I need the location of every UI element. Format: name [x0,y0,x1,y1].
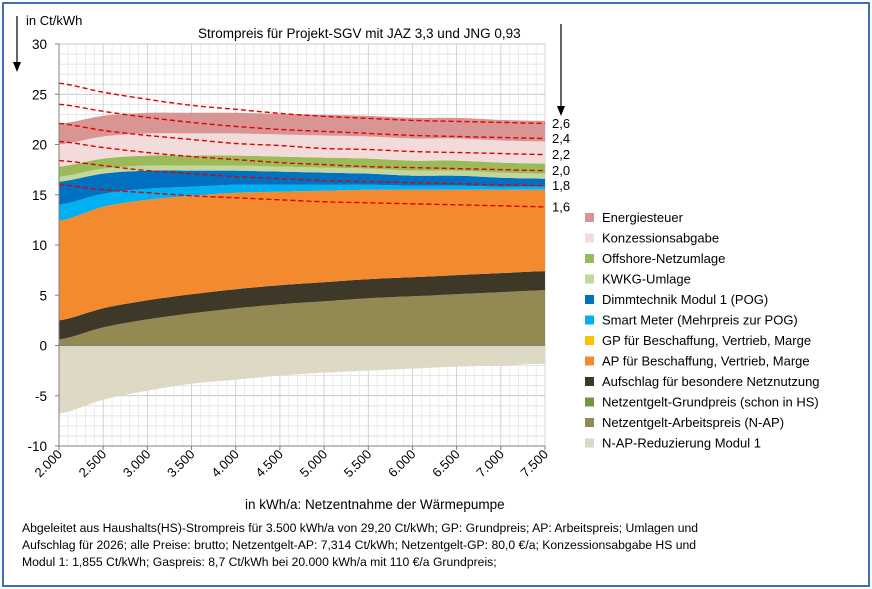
reference-line [58,140,545,172]
legend-swatch [585,233,594,243]
chart: 2,62,42,22,01,81,6 302520151050-5-102.00… [13,13,820,512]
area-kwkg-umlage [59,165,545,182]
legend-swatch [585,377,594,386]
x-tick-label: 7.000 [473,447,507,481]
legend-entry: Energiesteuer [602,210,684,225]
x-tick-label: 6.500 [429,447,463,481]
reference-lines: 2,62,42,22,01,8 1,6 [58,82,570,214]
reference-label: 1,6 [552,199,570,214]
legend-swatch [585,274,594,284]
y-axis-label: in Ct/kWh [26,13,82,28]
area-aufschlag-f-r-besondere-netznutzung [59,271,545,340]
footnote-line-3: Modul 1: 1,855 Ct/kWh; Gaspreis: 8,7 Ct/… [22,555,497,569]
chart-title: Strompreis für Projekt-SGV mit JAZ 3,3 u… [198,26,521,41]
area-smart-meter-mehrpreis-zur-pog- [59,184,545,221]
x-tick-label: 2.500 [76,447,110,481]
legend-entry: Netzentgelt-Arbeitspreis (N-AP) [602,415,784,430]
legend-entry: Konzessionsabgabe [602,231,719,246]
legend-entry: KWKG-Umlage [602,272,691,287]
area-dimmtechnik-modul-1-pog- [59,170,545,205]
y-tick-label: 15 [32,188,47,203]
legend-swatch [585,254,594,263]
x-tick-label: 3.500 [164,447,198,481]
reference-label: 1,8 [552,178,570,193]
reference-line [58,184,545,208]
reference-label: 2,2 [552,147,570,162]
legend-swatch [585,438,594,448]
legend: Energiesteuer Konzessionsabgabe Offshore-N… [585,210,820,451]
legend-entry: Offshore-Netzumlage [602,251,725,266]
x-tick-label: 4.500 [252,447,286,481]
footnote: Abgeleitet aus Haushalts(HS)-Strompreis … [22,520,862,571]
x-tick-label: 5.000 [297,447,331,481]
legend-swatch [585,213,594,222]
y-tick-label: 10 [32,238,47,253]
x-axis-label: in kWh/a: Netzentnahme der Wärmepumpe [245,497,505,512]
footnote-line-1: Abgeleitet aus Haushalts(HS)-Strompreis … [22,521,699,535]
area-konzessionsabgabe [59,133,545,167]
footnote-line-2: Aufschlag für 2026; alle Preise: brutto;… [22,538,697,552]
x-tick-label: 3.000 [120,447,154,481]
area-n-ap-reduzierung-modul-1 [59,345,545,414]
legend-swatch [585,315,594,325]
legend-entry: Smart Meter (Mehrpreis zur POG) [602,313,798,328]
x-tick-label: 6.000 [385,447,419,481]
y-tick-label: -5 [35,389,47,404]
y-axis-arrow [13,16,21,72]
reference-label: 2,0 [552,163,570,178]
area-ap-f-r-beschaffung-vertrieb-marge [59,189,545,321]
x-tick-label: 4.000 [208,447,242,481]
reference-arrow [557,24,565,116]
y-tick-label: -10 [27,439,47,454]
reference-label: 2,6 [552,116,570,131]
reference-line [58,82,546,125]
legend-swatch [585,295,594,304]
legend-swatch [585,336,594,345]
legend-swatch [585,356,594,366]
legend-swatch [585,418,594,427]
x-tick-label: 7.500 [518,447,552,481]
legend-entry: Netzentgelt-Grundpreis (schon in HS) [602,395,819,410]
y-tick-label: 20 [32,138,47,153]
legend-swatch [585,397,594,407]
stacked-areas [59,112,545,414]
area-offshore-netzumlage [59,155,545,177]
legend-entry: Dimmtechnik Modul 1 (POG) [602,292,768,307]
reference-line [58,159,546,187]
reference-line [58,103,546,140]
reference-label: 2,4 [552,131,570,146]
y-tick-label: 5 [39,288,47,303]
y-tick-label: 30 [32,37,47,52]
reference-line [58,122,545,156]
legend-entry: N-AP-Reduzierung Modul 1 [602,436,761,451]
legend-entry: AP für Beschaffung, Vertrieb, Marge [602,354,810,369]
legend-entry: Aufschlag für besondere Netznutzung [602,374,820,389]
y-tick-label: 25 [32,87,47,102]
y-tick-label: 0 [39,339,47,354]
area-netzentgelt-arbeitspreis-n-ap- [59,290,545,346]
legend-entry: GP für Beschaffung, Vertrieb, Marge [602,333,811,348]
x-tick-label: 5.500 [341,447,375,481]
